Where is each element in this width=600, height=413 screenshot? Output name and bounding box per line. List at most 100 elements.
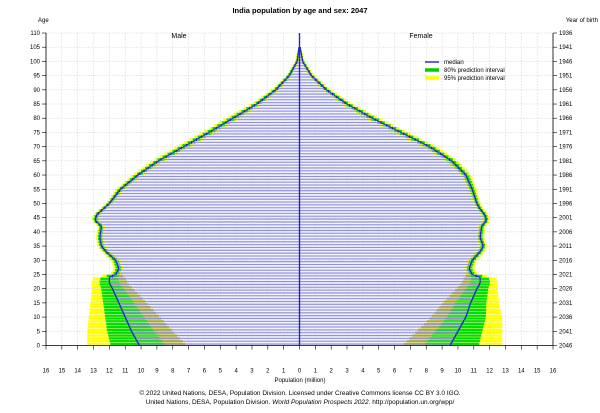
x-tick-label: 3 [345,369,349,375]
age-tick-label: 105 [30,45,41,51]
age-tick-label: 35 [33,244,40,250]
female-label: Female [409,33,432,40]
age-tick-label: 40 [33,230,40,236]
birth-year-tick-label: 1986 [559,173,573,179]
age-tick-label: 55 [33,187,40,193]
x-tick-label: 4 [361,369,365,375]
male-pi80-band [110,342,165,346]
birth-year-tick-label: 1941 [559,45,573,51]
male-median-line [94,47,300,346]
age-tick-label: 80 [33,116,40,122]
credit-line-1: © 2022 United Nations, DESA, Population … [139,390,461,397]
male-pi80-band [106,323,150,326]
age-tick-label: 10 [33,315,40,321]
x-tick-label: 11 [471,369,478,375]
female-median-line [299,47,488,346]
age-tick-label: 30 [33,258,40,264]
male-pi80-band [106,325,152,329]
birth-year-tick-label: 1946 [559,59,573,65]
x-axis-title: Population (million) [274,378,325,384]
legend: median 80% prediction interval 95% predict… [425,60,505,82]
female-pi80-band [429,337,481,340]
male-pi80-band [108,337,160,340]
birth-year-tick-label: 2011 [559,244,573,250]
x-tick-label: 4 [234,369,238,375]
age-tick-label: 5 [37,329,41,335]
female-pi80-band [438,325,484,329]
birth-year-tick-label: 2016 [559,258,573,264]
x-tick-label: 14 [518,369,525,375]
x-tick-label: 8 [171,369,175,375]
age-tick-label: 45 [33,216,40,222]
x-tick-label: 7 [409,369,413,375]
axis-ticks: 0510152025303540455055606570758085909510… [30,31,573,375]
birth-year-tick-label: 2036 [559,315,573,321]
male-pi80-band [108,334,158,337]
x-tick-label: 5 [219,369,223,375]
x-tick-label: 6 [393,369,397,375]
x-tick-label: 1 [282,369,286,375]
x-tick-label: 16 [550,369,557,375]
age-tick-label: 70 [33,145,40,151]
credit-line-2-italic: World Population Prospects 2022. [272,399,371,406]
male-label: Male [171,33,186,40]
x-tick-label: 0 [298,369,302,375]
birth-year-tick-label: 1951 [559,74,573,80]
x-tick-label: 11 [122,369,129,375]
left-axis-title: Age [38,18,49,24]
female-pi80-band [434,331,482,334]
credit-line-2-prefix: United Nations, DESA, Population Divisio… [145,399,271,406]
birth-year-tick-label: 2006 [559,230,573,236]
x-tick-label: 1 [314,369,318,375]
female-pi80-band [425,342,480,346]
credit-line-2-suffix: http://population.un.org/wpp/ [372,399,455,406]
birth-year-tick-label: 1976 [559,145,573,151]
birth-year-tick-label: 2031 [559,301,573,307]
legend-label: 80% prediction interval [444,68,505,74]
age-tick-label: 85 [33,102,40,108]
age-tick-label: 95 [33,74,40,80]
x-tick-label: 7 [187,369,191,375]
x-tick-label: 14 [74,369,81,375]
x-tick-label: 10 [455,369,462,375]
female-pi80-band [431,334,482,337]
age-tick-label: 25 [33,272,40,278]
x-tick-label: 13 [502,369,509,375]
x-tick-label: 2 [330,369,334,375]
legend-label: 95% prediction interval [444,76,505,82]
x-tick-label: 13 [90,369,97,375]
female-pi80-band [436,328,483,332]
x-tick-label: 2 [266,369,270,375]
x-tick-label: 10 [138,369,145,375]
x-tick-label: 6 [203,369,207,375]
male-pi80-band [106,328,154,332]
birth-year-tick-label: 1996 [559,201,573,207]
birth-year-tick-label: 2001 [559,216,573,222]
age-tick-label: 15 [33,301,40,307]
x-tick-label: 9 [440,369,444,375]
chart-title: India population by age and sex: 2047 [232,6,367,15]
x-tick-label: 5 [377,369,381,375]
male-pi80-band [109,340,163,343]
age-tick-label: 75 [33,130,40,136]
legend-label: median [444,60,464,66]
male-pi80-band [105,320,148,323]
age-tick-label: 90 [33,88,40,94]
credit-line-2: United Nations, DESA, Population Divisio… [0,398,600,407]
male-pi80-band [107,331,156,334]
age-tick-label: 110 [30,31,40,37]
birth-year-tick-label: 1961 [559,102,573,108]
right-axis-title: Year of birth [566,18,598,24]
birth-year-tick-label: 2026 [559,287,573,293]
female-pi80-band [440,323,485,326]
birth-year-tick-label: 1956 [559,88,573,94]
age-tick-label: 50 [33,201,40,207]
birth-year-tick-label: 1966 [559,116,573,122]
x-tick-label: 3 [250,369,254,375]
female-pi80-band [427,340,480,343]
bars [87,33,503,346]
x-tick-label: 12 [486,369,493,375]
birth-year-tick-label: 2021 [559,272,573,278]
age-tick-label: 65 [33,159,40,165]
